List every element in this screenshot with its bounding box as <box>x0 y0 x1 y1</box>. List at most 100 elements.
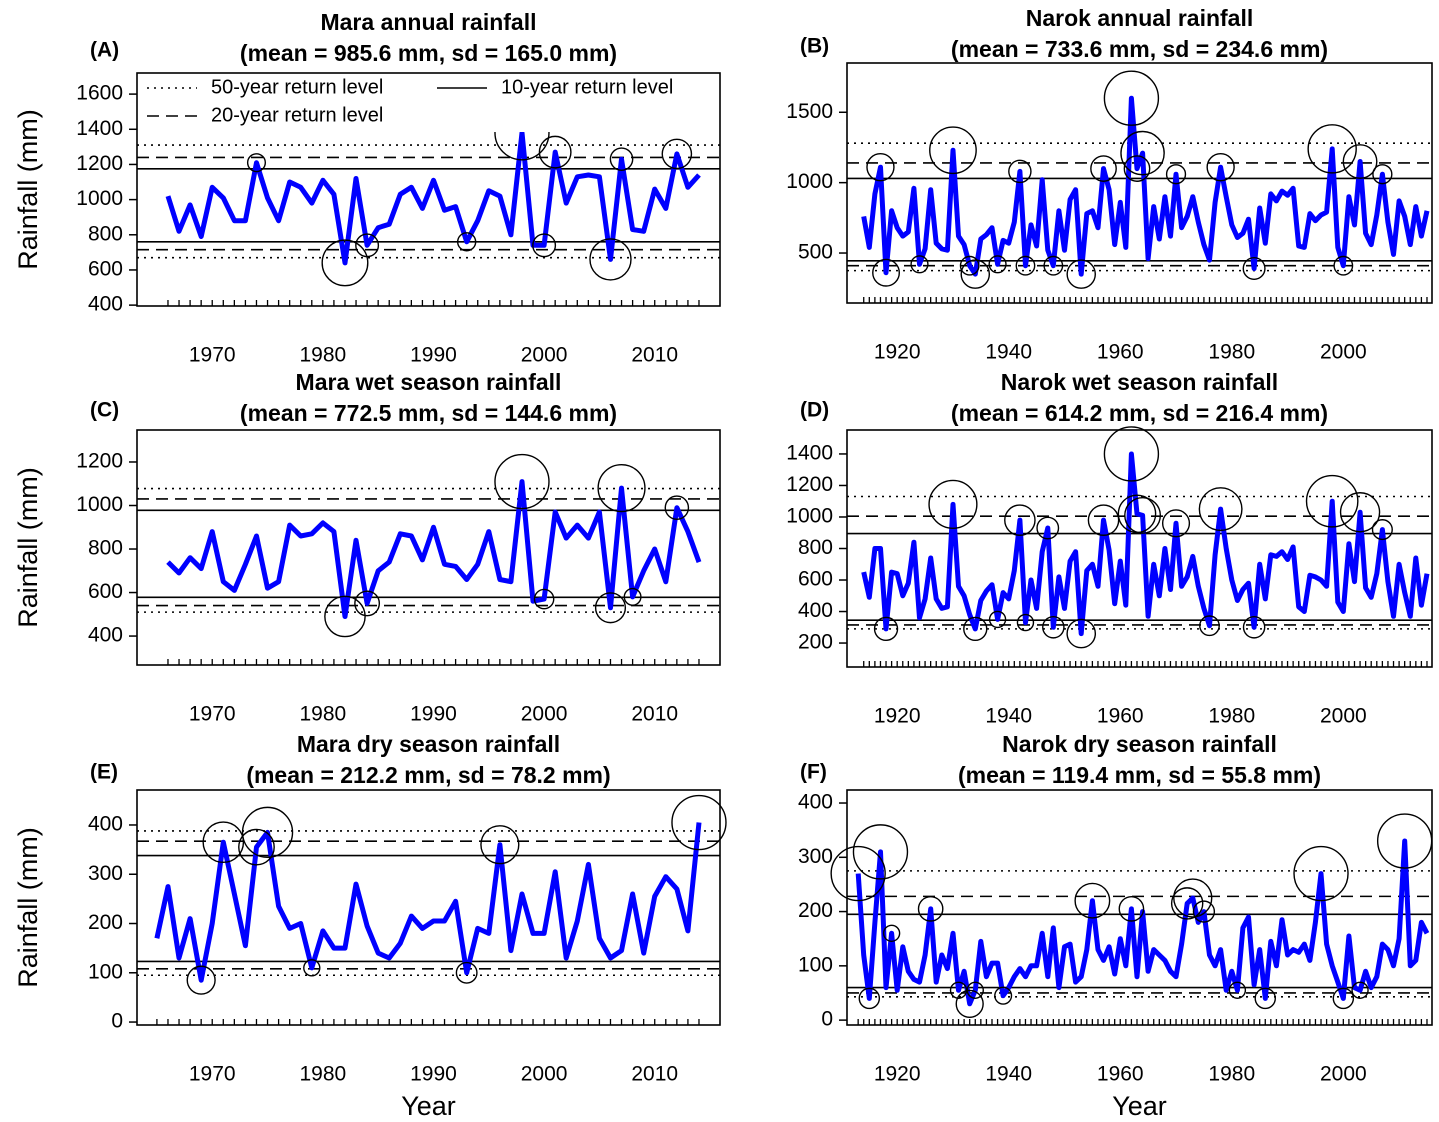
rainfall-line <box>861 451 1430 637</box>
extreme-circle <box>1118 896 1145 922</box>
rainfall-line <box>861 95 1430 277</box>
y-tick-label: 600 <box>798 568 833 591</box>
extreme-circle <box>960 259 991 289</box>
extreme-circle <box>882 924 901 942</box>
y-tick-label: 300 <box>798 845 833 868</box>
extreme-circle <box>988 610 1007 629</box>
extreme-circle <box>852 824 909 880</box>
extreme-circle <box>303 959 321 977</box>
panel-title: Mara dry season rainfall <box>297 731 560 757</box>
panel-title: Narok annual rainfall <box>1026 5 1254 31</box>
x-tick-label: 1940 <box>985 341 1032 364</box>
y-tick-label: 800 <box>88 222 123 245</box>
y-tick-label: 1000 <box>786 170 833 193</box>
extreme-circle <box>1333 255 1354 276</box>
plot-frame <box>846 62 1433 304</box>
x-tick-label: 1980 <box>299 703 346 726</box>
y-tick-label: 800 <box>798 536 833 559</box>
extreme-circle <box>1242 616 1266 639</box>
extreme-circle <box>589 238 632 281</box>
x-tick-label: 1960 <box>1097 341 1144 364</box>
y-tick-label: 300 <box>88 862 123 885</box>
extreme-circle <box>241 806 294 859</box>
plot-frame <box>136 429 721 666</box>
x-tick-label: 2000 <box>1320 1063 1367 1086</box>
extreme-circle <box>1090 155 1117 182</box>
x-tick-label: 2000 <box>1320 341 1367 364</box>
x-tick-label: 1970 <box>189 344 236 367</box>
extreme-circle <box>664 495 690 520</box>
extreme-circle <box>246 153 267 173</box>
extreme-circle <box>1372 164 1393 185</box>
y-tick-label: 400 <box>88 293 123 316</box>
y-tick-label: 1000 <box>786 505 833 528</box>
y-tick-label: 400 <box>798 791 833 814</box>
rainfall-line <box>166 479 702 619</box>
extreme-circle <box>1016 613 1035 632</box>
panel-label: (B) <box>800 35 829 58</box>
extreme-circle <box>928 479 978 529</box>
extreme-circle <box>1199 615 1220 637</box>
extreme-circle <box>1103 70 1160 126</box>
extreme-circle <box>872 258 900 287</box>
x-tick-label: 1920 <box>874 341 921 364</box>
extreme-circle <box>1165 164 1187 185</box>
x-tick-label: 2000 <box>521 1063 568 1086</box>
y-tick-label: 500 <box>798 241 833 264</box>
x-tick-label: 1970 <box>189 703 236 726</box>
extreme-circle <box>959 255 980 276</box>
y-tick-label: 1000 <box>76 187 123 210</box>
extreme-circle <box>1066 259 1096 289</box>
extreme-circle <box>1066 618 1097 649</box>
y-tick-label: 0 <box>111 1010 123 1033</box>
extreme-circle <box>533 588 555 610</box>
panel-title: Mara wet season rainfall <box>296 369 562 395</box>
panel-label: (F) <box>800 761 827 784</box>
extreme-circle <box>994 986 1013 1005</box>
plot-frame <box>846 429 1433 668</box>
y-tick-label: 800 <box>88 537 123 560</box>
y-tick-label: 100 <box>798 953 833 976</box>
extreme-circle <box>1103 426 1160 482</box>
extreme-circle <box>609 147 634 172</box>
extreme-circle <box>1305 474 1359 528</box>
x-tick-label: 1980 <box>1208 341 1255 364</box>
extreme-circle <box>1351 981 1369 999</box>
y-tick-label: 400 <box>798 599 833 622</box>
x-tick-label: 1990 <box>410 344 457 367</box>
extreme-circle <box>1192 900 1216 923</box>
extreme-circle <box>1342 144 1378 179</box>
y-tick-label: 600 <box>88 580 123 603</box>
extreme-circle <box>1307 124 1357 174</box>
y-tick-label: 600 <box>88 257 123 280</box>
x-tick-label: 1940 <box>985 705 1032 728</box>
extreme-circle <box>873 616 899 642</box>
extreme-circle <box>1198 487 1243 532</box>
legend-label: 10-year return level <box>501 76 673 98</box>
x-tick-label: 1920 <box>874 1063 921 1086</box>
extreme-circle <box>321 239 369 287</box>
extreme-circle <box>1161 509 1191 538</box>
extreme-circle <box>532 233 557 258</box>
extreme-circle <box>1170 887 1204 920</box>
x-tick-label: 2000 <box>521 703 568 726</box>
x-tick-label: 2000 <box>521 344 568 367</box>
panel-subtitle: (mean = 119.4 mm, sd = 55.8 mm) <box>958 762 1321 788</box>
extreme-circle <box>1087 504 1120 536</box>
extreme-circle <box>1206 152 1235 182</box>
extreme-circle <box>966 981 984 999</box>
extreme-circle <box>1332 987 1355 1010</box>
panel-subtitle: (mean = 212.2 mm, sd = 78.2 mm) <box>246 762 610 788</box>
x-axis-label: Year <box>401 1091 456 1121</box>
y-tick-label: 100 <box>88 960 123 983</box>
x-tick-label: 1920 <box>874 705 921 728</box>
extreme-circle <box>186 965 216 995</box>
x-tick-label: 2000 <box>1320 705 1367 728</box>
plot-frame <box>136 72 721 307</box>
extreme-circle <box>1293 845 1349 902</box>
x-tick-label: 2010 <box>631 703 678 726</box>
y-tick-label: 400 <box>88 813 123 836</box>
x-tick-label: 1960 <box>1097 705 1144 728</box>
extreme-circle <box>917 896 944 922</box>
extreme-circle <box>202 821 245 864</box>
